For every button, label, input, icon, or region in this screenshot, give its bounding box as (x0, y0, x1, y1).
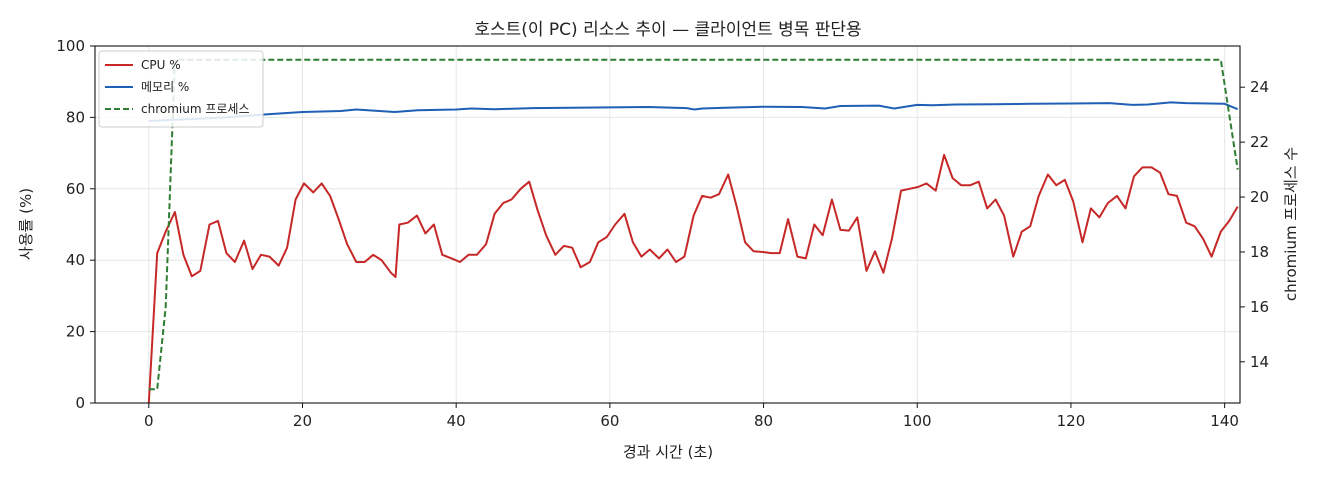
y2-tick-label: 20 (1250, 188, 1269, 206)
y2-tick-label: 18 (1250, 243, 1269, 261)
x-tick-label: 80 (754, 412, 773, 430)
y2-tick-label: 16 (1250, 298, 1269, 316)
chromium-series-line (148, 58, 1239, 391)
plot-area (95, 46, 1240, 403)
legend-entry-cpu-label: CPU % (141, 58, 181, 72)
y-tick-label: 20 (66, 323, 85, 341)
y-axis-label: 사용률 (%) (17, 188, 35, 260)
y2-tick-label: 22 (1250, 133, 1269, 151)
y-tick-label: 100 (56, 37, 85, 55)
x-axis-label: 경과 시간 (초) (623, 443, 713, 461)
axes: 0 20 40 60 80 100 120 140 0 20 40 60 80 100 14 16 18 20 22… (56, 37, 1269, 430)
x-tick-label: 100 (903, 412, 932, 430)
memory-series-line (148, 101, 1239, 122)
x-tick-label: 120 (1057, 412, 1086, 430)
y2-tick-label: 24 (1250, 78, 1269, 96)
legend: CPU % 메모리 % chromium 프로세스 (98, 50, 264, 128)
cpu-series-line (147, 153, 1239, 404)
x-tick-label: 0 (144, 412, 154, 430)
legend-box (98, 50, 264, 128)
x-tick-label: 140 (1210, 412, 1239, 430)
plot-frame (94, 45, 1241, 404)
y-tick-label: 0 (75, 394, 85, 412)
x-tick-label: 60 (600, 412, 619, 430)
x-tick-label: 20 (293, 412, 312, 430)
y-tick-label: 80 (66, 108, 85, 126)
y-tick-label: 40 (66, 251, 85, 269)
y2-tick-label: 14 (1250, 353, 1269, 371)
y2-axis-label: chromium 프로세스 수 (1282, 147, 1300, 301)
series-layer (147, 58, 1239, 404)
y-tick-label: 60 (66, 180, 85, 198)
x-tick-label: 40 (447, 412, 466, 430)
legend-entry-memory-label: 메모리 % (141, 80, 189, 94)
chart-title: 호스트(이 PC) 리소스 추이 — 클라이언트 병목 판단용 (474, 20, 861, 40)
legend-entry-chromium-label: chromium 프로세스 (141, 102, 250, 116)
